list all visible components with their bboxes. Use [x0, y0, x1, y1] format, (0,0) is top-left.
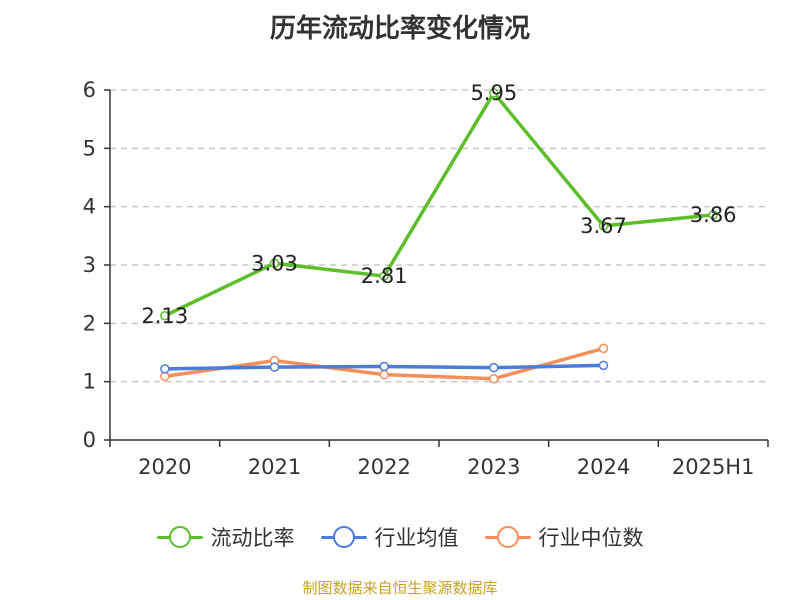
legend-label-current-ratio: 流动比率	[210, 526, 295, 550]
data-label: 5.95	[470, 81, 517, 105]
data-point-industry-mean	[489, 362, 499, 373]
data-point-industry-median	[379, 369, 389, 380]
y-tick-label: 5	[83, 136, 96, 160]
x-tick-label: 2024	[577, 455, 630, 479]
grid-lines	[110, 89, 768, 383]
y-tick-label: 0	[83, 428, 96, 452]
y-tick-label: 6	[83, 78, 96, 102]
data-point-current-ratio	[269, 258, 280, 268]
data-point-industry-mean	[160, 364, 170, 374]
series-group	[160, 88, 718, 384]
data-point-industry-mean	[269, 362, 280, 372]
data-label: 2.13	[141, 304, 188, 328]
legend-label-industry-mean: 行业均值	[374, 526, 459, 550]
y-tick-label: 2	[83, 311, 96, 335]
legend-item-current-ratio[interactable]: 流动比率	[156, 522, 295, 552]
data-point-current-ratio	[160, 311, 170, 321]
data-label: 3.86	[690, 203, 737, 227]
data-point-industry-mean	[379, 361, 389, 372]
source-note: 制图数据来自恒生聚源数据库	[302, 579, 498, 597]
axes: 0 1 2 3 4 5 6 2020 2021 2022 2023 2024 2025H1	[83, 78, 769, 479]
data-point-current-ratio	[489, 88, 499, 98]
x-tick-label: 2021	[248, 455, 301, 479]
data-point-industry-mean	[598, 360, 609, 371]
data-label: 2.81	[361, 264, 408, 288]
data-labels: 2.13 3.03 2.81 5.95 3.67 3.86	[141, 81, 736, 328]
data-point-current-ratio	[708, 210, 718, 220]
legend-marker-current-ratio	[156, 525, 203, 549]
x-tick-label: 2020	[138, 455, 191, 479]
y-tick-label: 3	[83, 253, 96, 277]
data-label: 3.67	[580, 214, 627, 238]
data-point-industry-median	[160, 371, 170, 382]
data-point-industry-median	[489, 374, 499, 384]
legend-marker-industry-mean	[320, 525, 367, 549]
x-tick-label: 2025H1	[672, 455, 755, 479]
data-point-industry-median	[598, 343, 609, 354]
legend-item-industry-mean[interactable]: 行业均值	[320, 522, 459, 552]
legend: 流动比率 行业均值 行业中位数	[0, 520, 800, 554]
legend-item-industry-median[interactable]: 行业中位数	[484, 522, 644, 552]
legend-marker-industry-median	[484, 525, 531, 549]
chart-title: 历年流动比率变化情况	[269, 14, 530, 44]
data-label: 3.03	[251, 251, 298, 275]
x-tick-label: 2023	[467, 455, 520, 479]
series-line-current-ratio	[163, 91, 715, 318]
y-tick-label: 4	[83, 195, 96, 219]
legend-label-industry-median: 行业中位数	[538, 526, 644, 550]
y-tick-label: 1	[83, 370, 96, 394]
data-point-current-ratio	[379, 271, 389, 281]
data-point-current-ratio	[598, 221, 609, 231]
x-tick-label: 2022	[357, 455, 410, 479]
